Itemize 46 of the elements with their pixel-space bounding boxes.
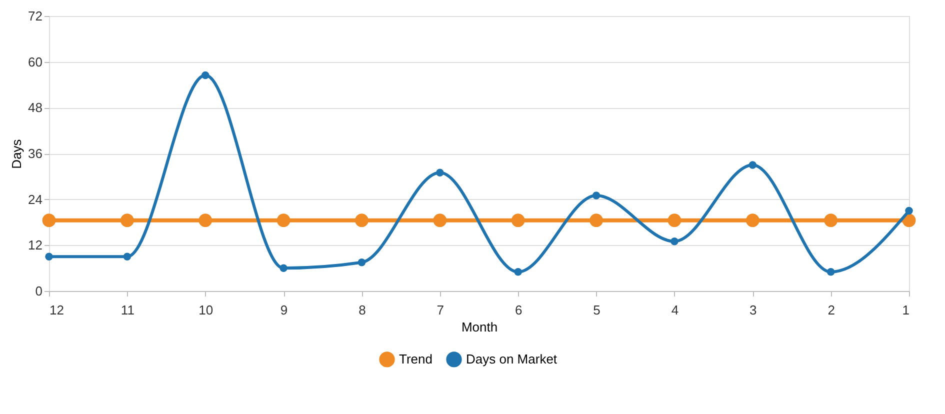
y-tick-label: 72 (28, 8, 42, 24)
point (905, 206, 913, 215)
y-tick-label: 0 (35, 284, 42, 298)
legend-label: Days on Market (466, 351, 558, 366)
y-axis-title: Days (9, 138, 24, 169)
x-tick-label: 3 (750, 302, 757, 318)
point (280, 264, 288, 272)
point (748, 161, 757, 169)
point (746, 214, 760, 228)
point (436, 168, 444, 176)
point (358, 258, 366, 266)
point (590, 214, 603, 228)
point (42, 214, 56, 228)
x-tick-label: 4 (671, 302, 679, 318)
point (826, 268, 835, 276)
point (45, 252, 53, 260)
y-tick-label: 60 (28, 54, 42, 70)
x-tick-label: 11 (120, 302, 134, 318)
y-tick-label: 36 (28, 146, 42, 161)
point (355, 214, 368, 228)
point (433, 214, 447, 228)
point (824, 214, 838, 228)
point (201, 71, 210, 80)
point (668, 214, 682, 228)
x-tick-label: 10 (198, 302, 214, 318)
legend-label: Trend (399, 351, 432, 366)
x-tick-label: 1 (902, 302, 910, 318)
y-tick-label: 12 (28, 238, 42, 253)
point (123, 252, 132, 260)
x-tick-label: 5 (593, 302, 600, 318)
y-tick-label: 24 (28, 192, 42, 207)
x-tick-label: 12 (50, 302, 64, 318)
point (670, 237, 678, 246)
x-tick-label: 6 (514, 302, 522, 318)
point (198, 214, 212, 228)
point (514, 268, 522, 276)
x-tick-label: 7 (436, 302, 444, 318)
y-tick-label: 48 (28, 100, 42, 116)
point (276, 214, 290, 228)
x-axis-title: Month (461, 320, 498, 334)
point (120, 214, 134, 228)
point (511, 214, 525, 228)
x-tick-label: 2 (828, 302, 835, 318)
x-tick-label: 8 (358, 302, 366, 318)
point (592, 192, 600, 200)
x-tick-label: 9 (280, 302, 288, 318)
